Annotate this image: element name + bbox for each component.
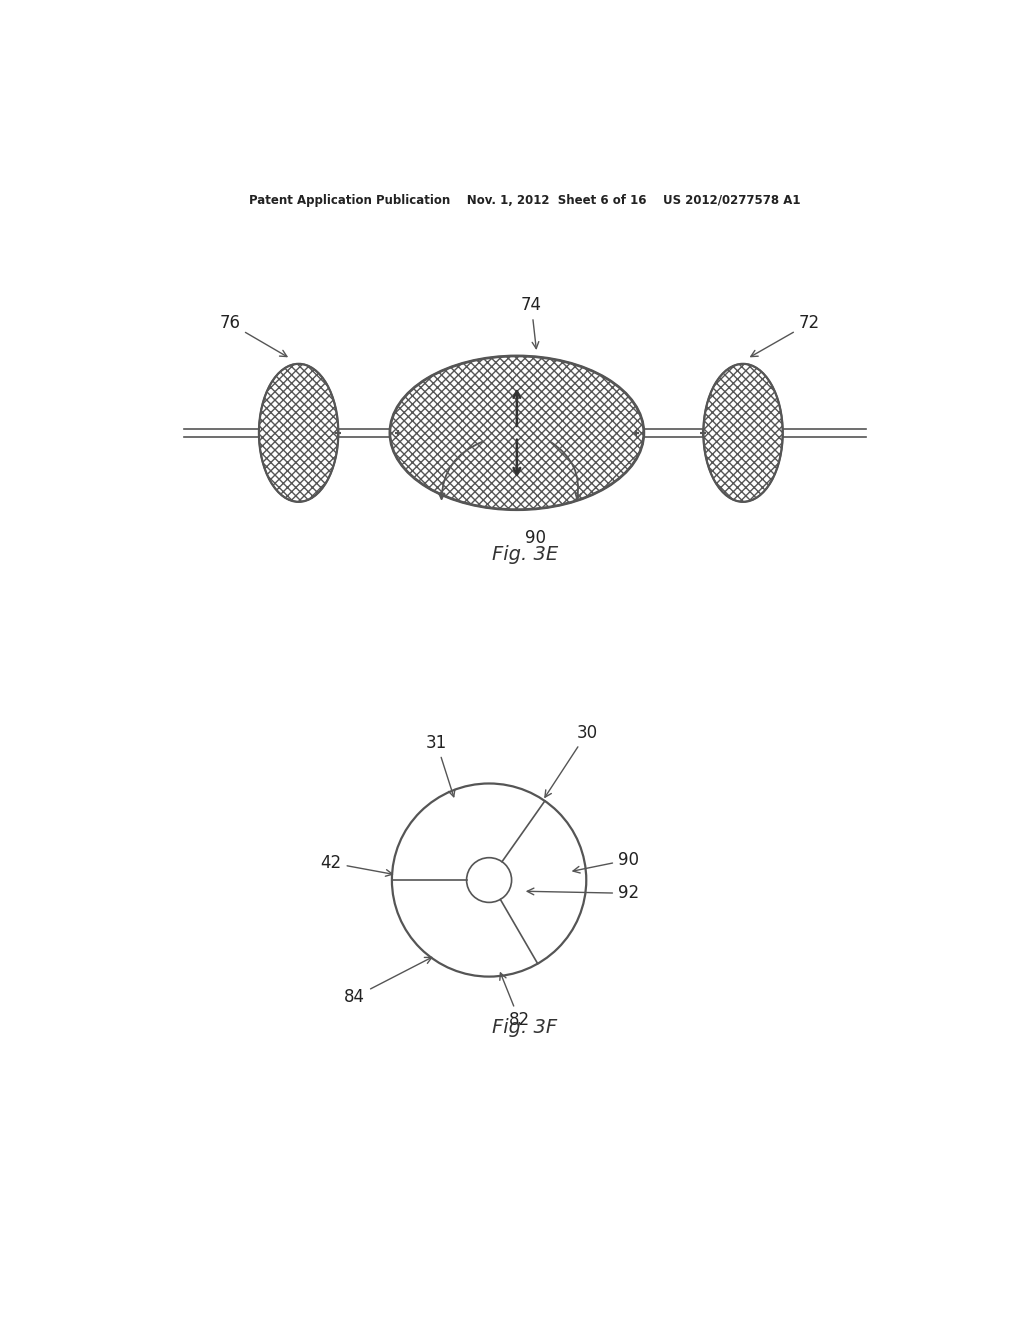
Ellipse shape xyxy=(703,364,782,502)
Text: 42: 42 xyxy=(321,854,392,876)
Text: 30: 30 xyxy=(545,723,598,797)
Text: 72: 72 xyxy=(751,314,820,356)
Text: 84: 84 xyxy=(344,957,432,1006)
Text: 92: 92 xyxy=(527,884,639,903)
Text: Patent Application Publication    Nov. 1, 2012  Sheet 6 of 16    US 2012/0277578: Patent Application Publication Nov. 1, 2… xyxy=(249,194,801,207)
Ellipse shape xyxy=(467,858,512,903)
Ellipse shape xyxy=(392,784,587,977)
Text: 76: 76 xyxy=(219,314,287,356)
Text: Fig. 3E: Fig. 3E xyxy=(492,545,558,564)
Text: Fig. 3F: Fig. 3F xyxy=(493,1018,557,1038)
Text: 90: 90 xyxy=(573,851,639,873)
Text: 31: 31 xyxy=(426,734,455,797)
Text: 74: 74 xyxy=(521,296,542,348)
Text: 90: 90 xyxy=(524,529,546,548)
Ellipse shape xyxy=(390,356,644,510)
Text: 82: 82 xyxy=(500,973,530,1030)
Ellipse shape xyxy=(259,364,338,502)
